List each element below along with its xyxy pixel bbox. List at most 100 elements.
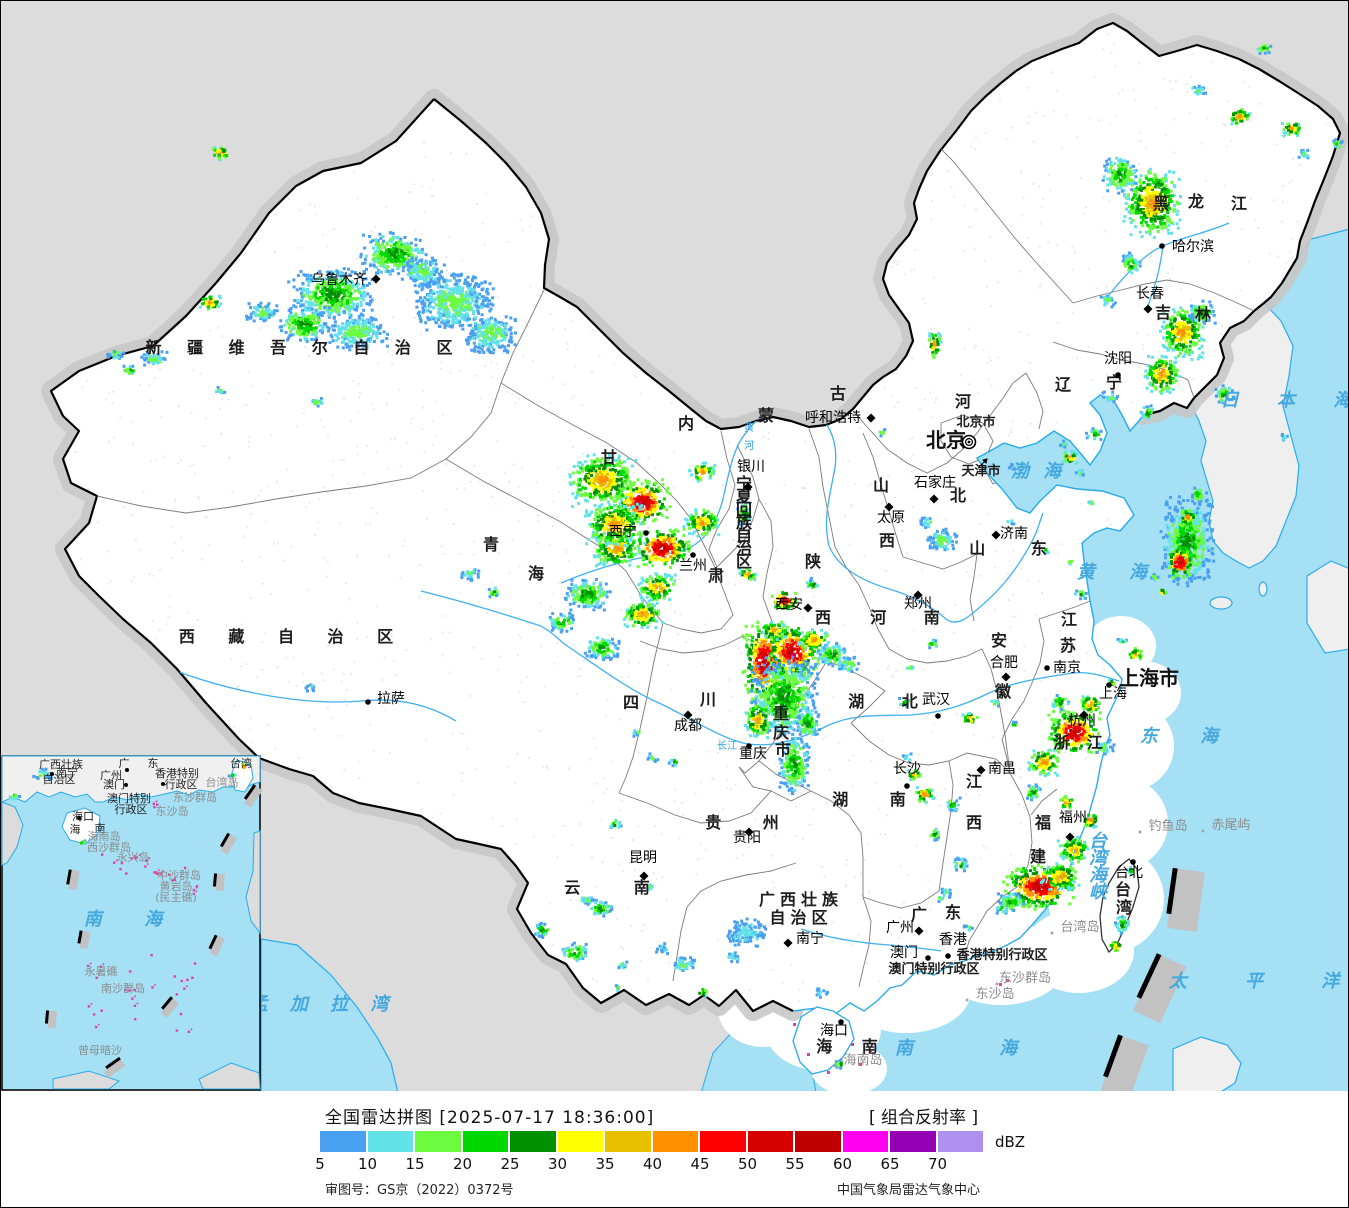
province-label: 内 [678,414,694,433]
inset-sea-label: 南 海 [84,909,180,930]
city-label: 贵阳 [733,830,761,846]
city-marker [1079,710,1089,720]
island-speck [159,872,162,876]
province-label: 江 [966,772,982,791]
city-label: 上海 [1099,686,1127,702]
inset-label: 海南岛 [88,829,121,843]
city-label: 广州 [886,920,914,936]
dbz-tick: 40 [642,1155,663,1173]
province-label: 湖 北 [848,692,934,711]
province-label: 西 [815,608,831,627]
inset-label: 海 [70,822,81,836]
nine-dash-segment [1166,867,1205,932]
island-dot [995,982,999,986]
city-label: 南京 [1053,660,1081,676]
city-label: 长春 [1136,286,1164,302]
island-speck [171,878,174,882]
island-speck [130,857,133,860]
city-label: 杭州 [1068,713,1096,729]
island-speck [133,988,136,992]
island-speck [186,978,189,982]
dbz-tick: 15 [405,1155,425,1173]
dbz-tick: 30 [547,1155,568,1173]
inset-label: 行政区 [165,777,198,791]
inset-taiwan [231,759,254,793]
sea-label: 南 海 [895,1038,1057,1059]
island-speck [168,873,171,876]
city-marker [925,955,931,961]
city-marker [690,552,696,558]
dbz-tick: 45 [690,1155,710,1173]
colorbar-cell-60 [842,1131,888,1152]
luzon-philippines [1172,1036,1242,1091]
radar-echoes [106,44,1344,1074]
city-label: 郑州 [904,596,932,612]
colorbar-cell-55 [795,1131,841,1152]
province-label: 河 [955,392,971,411]
city-marker [904,783,910,789]
province-label: 宁夏回族自治区 [735,474,753,571]
sea-label: 东 海 [1140,726,1236,747]
province-label: 川 [699,690,716,709]
inset-label: 东 [148,757,159,770]
sea-label: 日 本 海 [1221,390,1349,411]
city-marker [1065,832,1075,842]
province-label: 四 [623,693,639,712]
nine-dash-line-segments [1100,867,1205,1091]
colorbar-cell-50 [747,1131,793,1152]
island-speck [153,871,156,874]
inset-label: 黄岩岛 [160,879,193,893]
island-speck [175,1029,179,1032]
dbz-tick: 10 [357,1155,378,1173]
island-label: 钓鱼岛 [1148,818,1187,834]
colorbar-cell-20 [462,1131,508,1152]
inset-label: 中沙群岛 [157,868,201,882]
city-marker [746,743,752,749]
china-coastline [792,394,1145,1016]
province-label: 海 [528,564,544,583]
colorbar-cell-10 [367,1131,413,1152]
sea-label: 黄 海 [1077,562,1161,583]
city-marker [1044,665,1050,671]
dbz-tick: 65 [880,1155,900,1173]
island-speck [183,866,187,870]
jeju-island [1209,596,1233,610]
province-label: 云 南 [564,878,674,897]
province-label: 湾 [1116,898,1132,917]
nine-dash-segment [1100,1034,1149,1091]
inset-city-marker [124,783,128,787]
island-speck [124,988,127,992]
province-label: 海 南 [816,1037,890,1056]
city-label: 沈阳 [1104,351,1132,367]
province-label: 西 [879,531,895,550]
colorbar-cell-5 [320,1131,366,1152]
tsushima-island [1258,581,1268,597]
dbz-tick: 60 [832,1155,853,1173]
inset-label: 广州 [100,769,122,782]
city-label: 银川 [737,459,765,475]
island-speck [119,867,122,871]
province-label: 辽 [1055,375,1072,394]
island-dot [1138,830,1142,834]
city-marker [1106,682,1112,688]
city-label: 兰州 [679,558,707,574]
capital-symbol [961,434,977,450]
inset-malay [52,1070,121,1090]
hainan-island [792,1006,855,1075]
island-speck [135,856,139,859]
island-speck [193,962,197,965]
colorbar-cell-25 [510,1131,556,1152]
inset-label: 香港特别 [155,766,199,780]
island-speck [95,976,98,980]
sea-label: 太 平 洋 [1168,971,1349,992]
yangtze-river [562,642,1120,746]
city-label: 南宁 [796,930,824,947]
city-label: 南昌 [988,761,1016,777]
inset-label: 台湾 [230,756,252,770]
pearl-river [800,928,942,952]
province-label: 北京 [926,428,966,452]
sea-label: 台湾海峡 [1089,831,1110,903]
inset-label: 南 [95,822,106,835]
